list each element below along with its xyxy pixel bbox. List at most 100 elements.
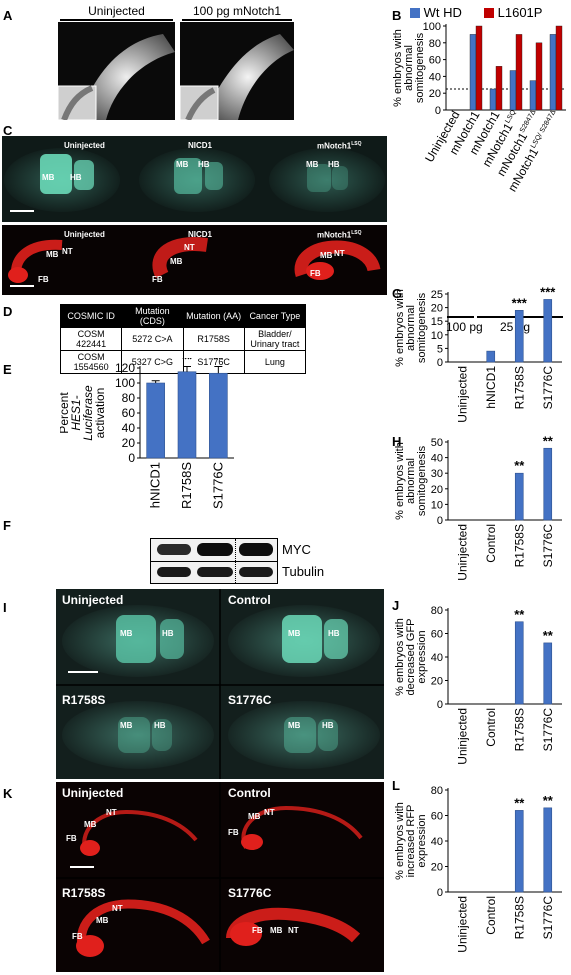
blot-divider — [235, 539, 236, 561]
bar — [475, 25, 483, 111]
panel-label-c: C — [3, 123, 13, 138]
x-tick-label: Control — [484, 708, 498, 747]
y-tick-label: 60 — [429, 55, 441, 67]
c-bottom-mark-mb-3: MB — [320, 251, 333, 260]
scale-bar — [70, 866, 94, 868]
somite-brightfield-image — [180, 34, 294, 120]
k-mark-mb-2: MB — [248, 812, 261, 821]
y-tick-label: 0 — [437, 515, 443, 527]
c-top-mark-hb-2: HB — [198, 160, 210, 169]
y-tick-label: 0 — [435, 105, 441, 117]
cosmic-header-cell: Cancer Type — [243, 304, 307, 328]
y-tick-label: 20 — [122, 436, 136, 450]
i-mark-mb-4: MB — [288, 721, 301, 730]
panel-label-d: D — [3, 304, 13, 319]
panel-label-e: E — [3, 362, 12, 377]
y-tick-label: 50 — [431, 437, 443, 449]
c-bottom-title-2: NICD1 — [188, 230, 213, 239]
k-title-3: R1758S — [62, 886, 106, 900]
k-mark-nt-4: NT — [288, 926, 299, 935]
blot-label-myc: MYC — [282, 542, 311, 557]
x-tick-label: Uninjected — [455, 896, 469, 953]
x-tick-label: S1776C — [210, 462, 225, 509]
cosmic-table-header-row: COSMIC ID Mutation (CDS) Mutation (AA) C… — [59, 304, 307, 328]
blot-tubulin — [150, 561, 278, 584]
y-tick-label: 100 — [423, 21, 441, 33]
c-bottom-mark-mb-2: MB — [170, 257, 183, 266]
bar — [514, 310, 524, 363]
blot-band — [197, 543, 233, 556]
somite-brightfield-image — [58, 34, 175, 120]
cosmic-header-cell: Mutation (AA) — [182, 304, 245, 328]
blot-band — [157, 567, 191, 577]
x-tick-label: R1758S — [512, 896, 526, 939]
bar — [543, 807, 553, 893]
bar — [146, 382, 165, 459]
panel-c-gfp-row: Uninjected NICD1 mNotch1LSQ MB HB MB HB … — [2, 136, 387, 222]
significance-label: ** — [543, 793, 554, 808]
y-tick-label: 20 — [431, 484, 443, 496]
scale-bar — [10, 285, 34, 287]
cosmic-cell: Lung — [243, 350, 307, 374]
y-tick-label: 60 — [431, 811, 443, 823]
legend-label: Wt HD — [423, 5, 462, 20]
y-tick-label: 20 — [431, 862, 443, 874]
k-title-4: S1776C — [228, 886, 272, 900]
cosmic-cell: COSM 422441 — [59, 327, 123, 351]
cosmic-cell: Bladder/ Urinary tract — [243, 327, 307, 351]
cosmic-cell: COSM 1554560 — [59, 350, 123, 374]
bar — [543, 447, 553, 521]
c-top-title-1: Uninjected — [64, 141, 105, 150]
y-tick-label: 80 — [429, 38, 441, 50]
x-tick-label: hNICD1 — [148, 462, 163, 508]
panel-label-a: A — [3, 8, 13, 23]
bar — [514, 472, 524, 521]
y-tick-label: 80 — [122, 391, 136, 405]
panel-label-i: I — [3, 600, 7, 615]
legend-wt-hd: Wt HD — [410, 5, 462, 20]
blot-label-tubulin: Tubulin — [282, 564, 325, 579]
y-tick-label: 80 — [431, 605, 443, 617]
y-axis-label: % embryos withabnormalsomitogenesis — [394, 442, 428, 520]
bar — [514, 621, 524, 705]
bar — [486, 350, 496, 363]
legend-swatch — [484, 8, 494, 18]
k-mark-mb-4: MB — [270, 926, 283, 935]
significance-label: *** — [540, 286, 556, 299]
chart-b: 0 20 40 60 80 100% embryos withabnormalsomito… — [392, 21, 566, 194]
bar — [495, 66, 503, 111]
y-tick-label: 0 — [437, 887, 443, 899]
legend-swatch — [410, 8, 420, 18]
panel-label-h: H — [392, 434, 402, 449]
panel-i-gfp-grid: Uninjected Control R1758S S1776C MB HB M… — [56, 589, 384, 779]
i-mark-mb-3: MB — [120, 721, 133, 730]
bar — [529, 80, 537, 111]
bar — [515, 34, 523, 111]
panel-a-image-uninjected — [58, 22, 175, 120]
y-tick-label: 60 — [431, 629, 443, 641]
chart-h: 0 10 20 30 40 50% embryos withabnormalsomitog… — [394, 434, 562, 581]
c-bottom-title-1: Uninjected — [64, 230, 105, 239]
k-mark-nt-3: NT — [112, 904, 123, 913]
cosmic-cell: 5327 C>G — [121, 350, 184, 374]
x-tick-label: S1776C — [541, 524, 555, 568]
blot-divider — [235, 562, 236, 583]
significance-label: ** — [543, 628, 554, 643]
scale-bar — [10, 210, 34, 212]
y-axis-label: % embryos withabnormalsomitogenesis — [392, 29, 426, 107]
dose-label-100pg: 100 pg — [446, 320, 483, 334]
bar — [469, 34, 477, 111]
chart-l: 0 20 40 60 80% embryos withincreased RFPexpr… — [394, 785, 562, 953]
x-tick-label: hNICD1 — [484, 366, 498, 409]
i-title-2: Control — [228, 593, 271, 607]
k-title-2: Control — [228, 786, 271, 800]
panel-k-rfp-grid: Uninjected Control R1758S S1776C NT MB F… — [56, 782, 384, 972]
significance-label: ** — [213, 358, 224, 367]
panel-label-f: F — [3, 518, 11, 533]
k-mark-mb-3: MB — [96, 916, 109, 925]
y-tick-label: 40 — [431, 652, 443, 664]
cosmic-table-row: COSM 422441 5272 C>A R1758S Bladder/ Uri… — [59, 327, 307, 351]
cosmic-table-row: COSM 1554560 5327 C>G S1776C Lung — [59, 350, 307, 374]
panel-c-rfp-row: Uninjected NICD1 mNotch1LSQ MB NT FB NT … — [2, 225, 387, 295]
